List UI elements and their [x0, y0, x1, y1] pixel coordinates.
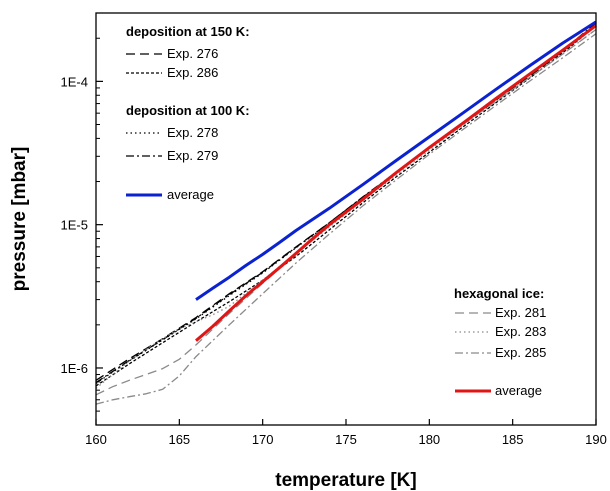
- x-tick-label: 160: [85, 432, 107, 447]
- legend-top-left: deposition at 150 K: Exp. 276 Exp. 286 d…: [126, 24, 250, 202]
- legend-group-title: deposition at 100 K:: [126, 103, 250, 118]
- x-tick-label: 175: [335, 432, 357, 447]
- legend-label-exp-281: Exp. 281: [495, 305, 546, 320]
- legend-label-average-blue: average: [167, 187, 214, 202]
- tick-labels: 160 165 170 175 180 185 190 1E-6 1E-5 1E-4: [61, 74, 607, 447]
- legend-label-exp-279: Exp. 279: [167, 148, 218, 163]
- legend-bottom-right: hexagonal ice: Exp. 281 Exp. 283 Exp. 28…: [454, 286, 546, 398]
- legend-label-exp-283: Exp. 283: [495, 324, 546, 339]
- x-tick-label: 180: [418, 432, 440, 447]
- legend-label-exp-286: Exp. 286: [167, 65, 218, 80]
- y-tick-label: 1E-6: [61, 361, 88, 376]
- legend-group-title: deposition at 150 K:: [126, 24, 250, 39]
- series-line-average-4: [195, 20, 597, 301]
- y-tick-label: 1E-5: [61, 218, 88, 233]
- legend-label-exp-278: Exp. 278: [167, 125, 218, 140]
- series-line-exp-285-7: [95, 33, 597, 405]
- x-tick-label: 190: [585, 432, 607, 447]
- legend-group-title: hexagonal ice:: [454, 286, 544, 301]
- y-tick-label: 1E-4: [61, 74, 88, 89]
- legend-label-exp-285: Exp. 285: [495, 345, 546, 360]
- series-line-exp-276-0: [95, 23, 597, 381]
- x-tick-label: 185: [502, 432, 524, 447]
- x-tick-label: 165: [168, 432, 190, 447]
- x-axis-title: temperature [K]: [275, 470, 416, 491]
- x-tick-label: 170: [252, 432, 274, 447]
- legend-label-exp-276: Exp. 276: [167, 46, 218, 61]
- plot-lines: [95, 20, 597, 405]
- y-axis-title: pressure [mbar]: [9, 147, 30, 292]
- ticks: [95, 37, 597, 426]
- legend-label-average-red: average: [495, 383, 542, 398]
- series-line-average-8: [195, 24, 597, 342]
- series-line-exp-279-3: [95, 22, 597, 384]
